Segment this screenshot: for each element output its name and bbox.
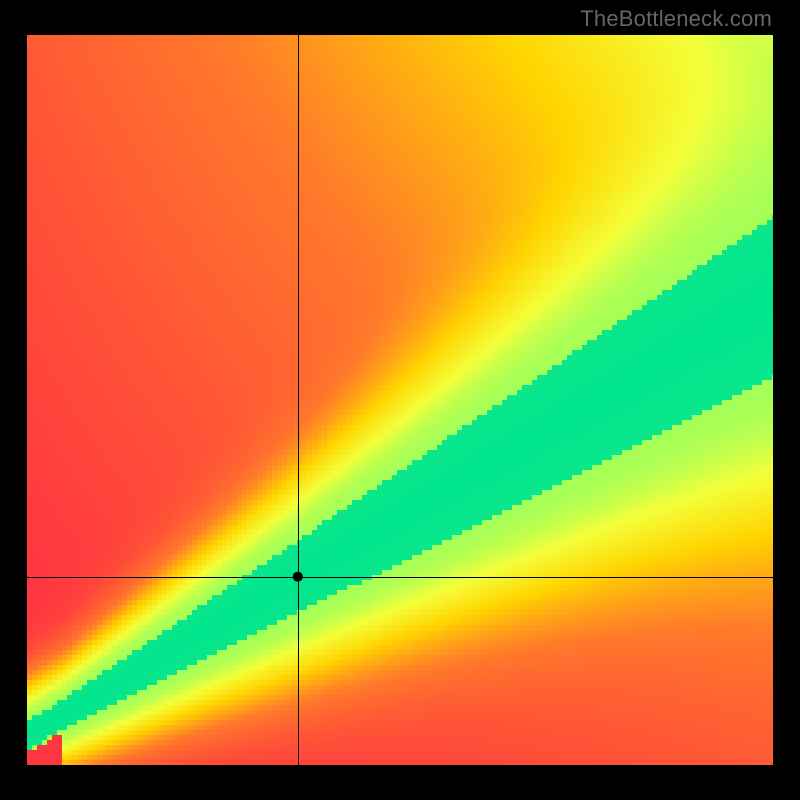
bottleneck-heatmap	[0, 0, 800, 800]
watermark-text: TheBottleneck.com	[580, 6, 772, 32]
